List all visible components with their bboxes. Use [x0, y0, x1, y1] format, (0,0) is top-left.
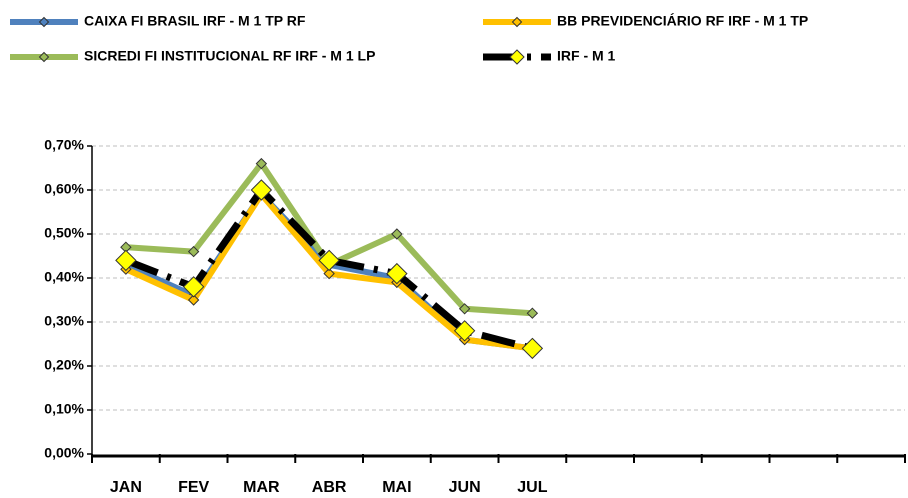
x-tick-label: MAI	[382, 479, 411, 496]
marker	[318, 249, 340, 272]
marker	[255, 157, 268, 170]
marker	[182, 276, 205, 298]
x-tick-label: JUN	[449, 479, 481, 496]
legend-label: IRF - M 1	[557, 48, 616, 64]
marker	[250, 179, 273, 201]
legend-marker	[38, 16, 50, 28]
y-tick-label: 0,30%	[44, 313, 84, 329]
marker	[187, 294, 200, 306]
legend-marker	[509, 49, 525, 65]
y-tick-label: 0,70%	[44, 137, 84, 153]
x-tick-label: FEV	[178, 479, 209, 496]
marker	[521, 337, 544, 360]
x-tick-label: MAR	[243, 479, 280, 496]
legend-label: BB PREVIDENCIÁRIO RF IRF - M 1 TP	[557, 13, 808, 29]
x-tick-label: JUL	[517, 479, 547, 496]
legend-marker	[38, 51, 50, 63]
y-tick-label: 0,50%	[44, 225, 84, 241]
legend-label: SICREDI FI INSTITUCIONAL RF IRF - M 1 LP	[84, 48, 375, 64]
marker	[386, 262, 408, 285]
marker	[458, 303, 471, 315]
marker	[453, 320, 476, 342]
y-tick-label: 0,10%	[44, 401, 84, 417]
y-tick-label: 0,00%	[44, 445, 84, 461]
legend-marker	[511, 16, 523, 28]
marker	[391, 228, 403, 240]
legend-label: CAIXA FI BRASIL IRF - M 1 TP RF	[84, 13, 306, 29]
y-tick-label: 0,20%	[44, 357, 84, 373]
marker	[323, 267, 335, 280]
marker	[526, 307, 539, 319]
x-tick-label: JAN	[110, 479, 142, 496]
y-tick-label: 0,40%	[44, 269, 84, 285]
marker	[115, 249, 137, 272]
marker	[187, 245, 200, 258]
y-tick-label: 0,60%	[44, 181, 84, 197]
x-tick-label: ABR	[312, 479, 347, 496]
